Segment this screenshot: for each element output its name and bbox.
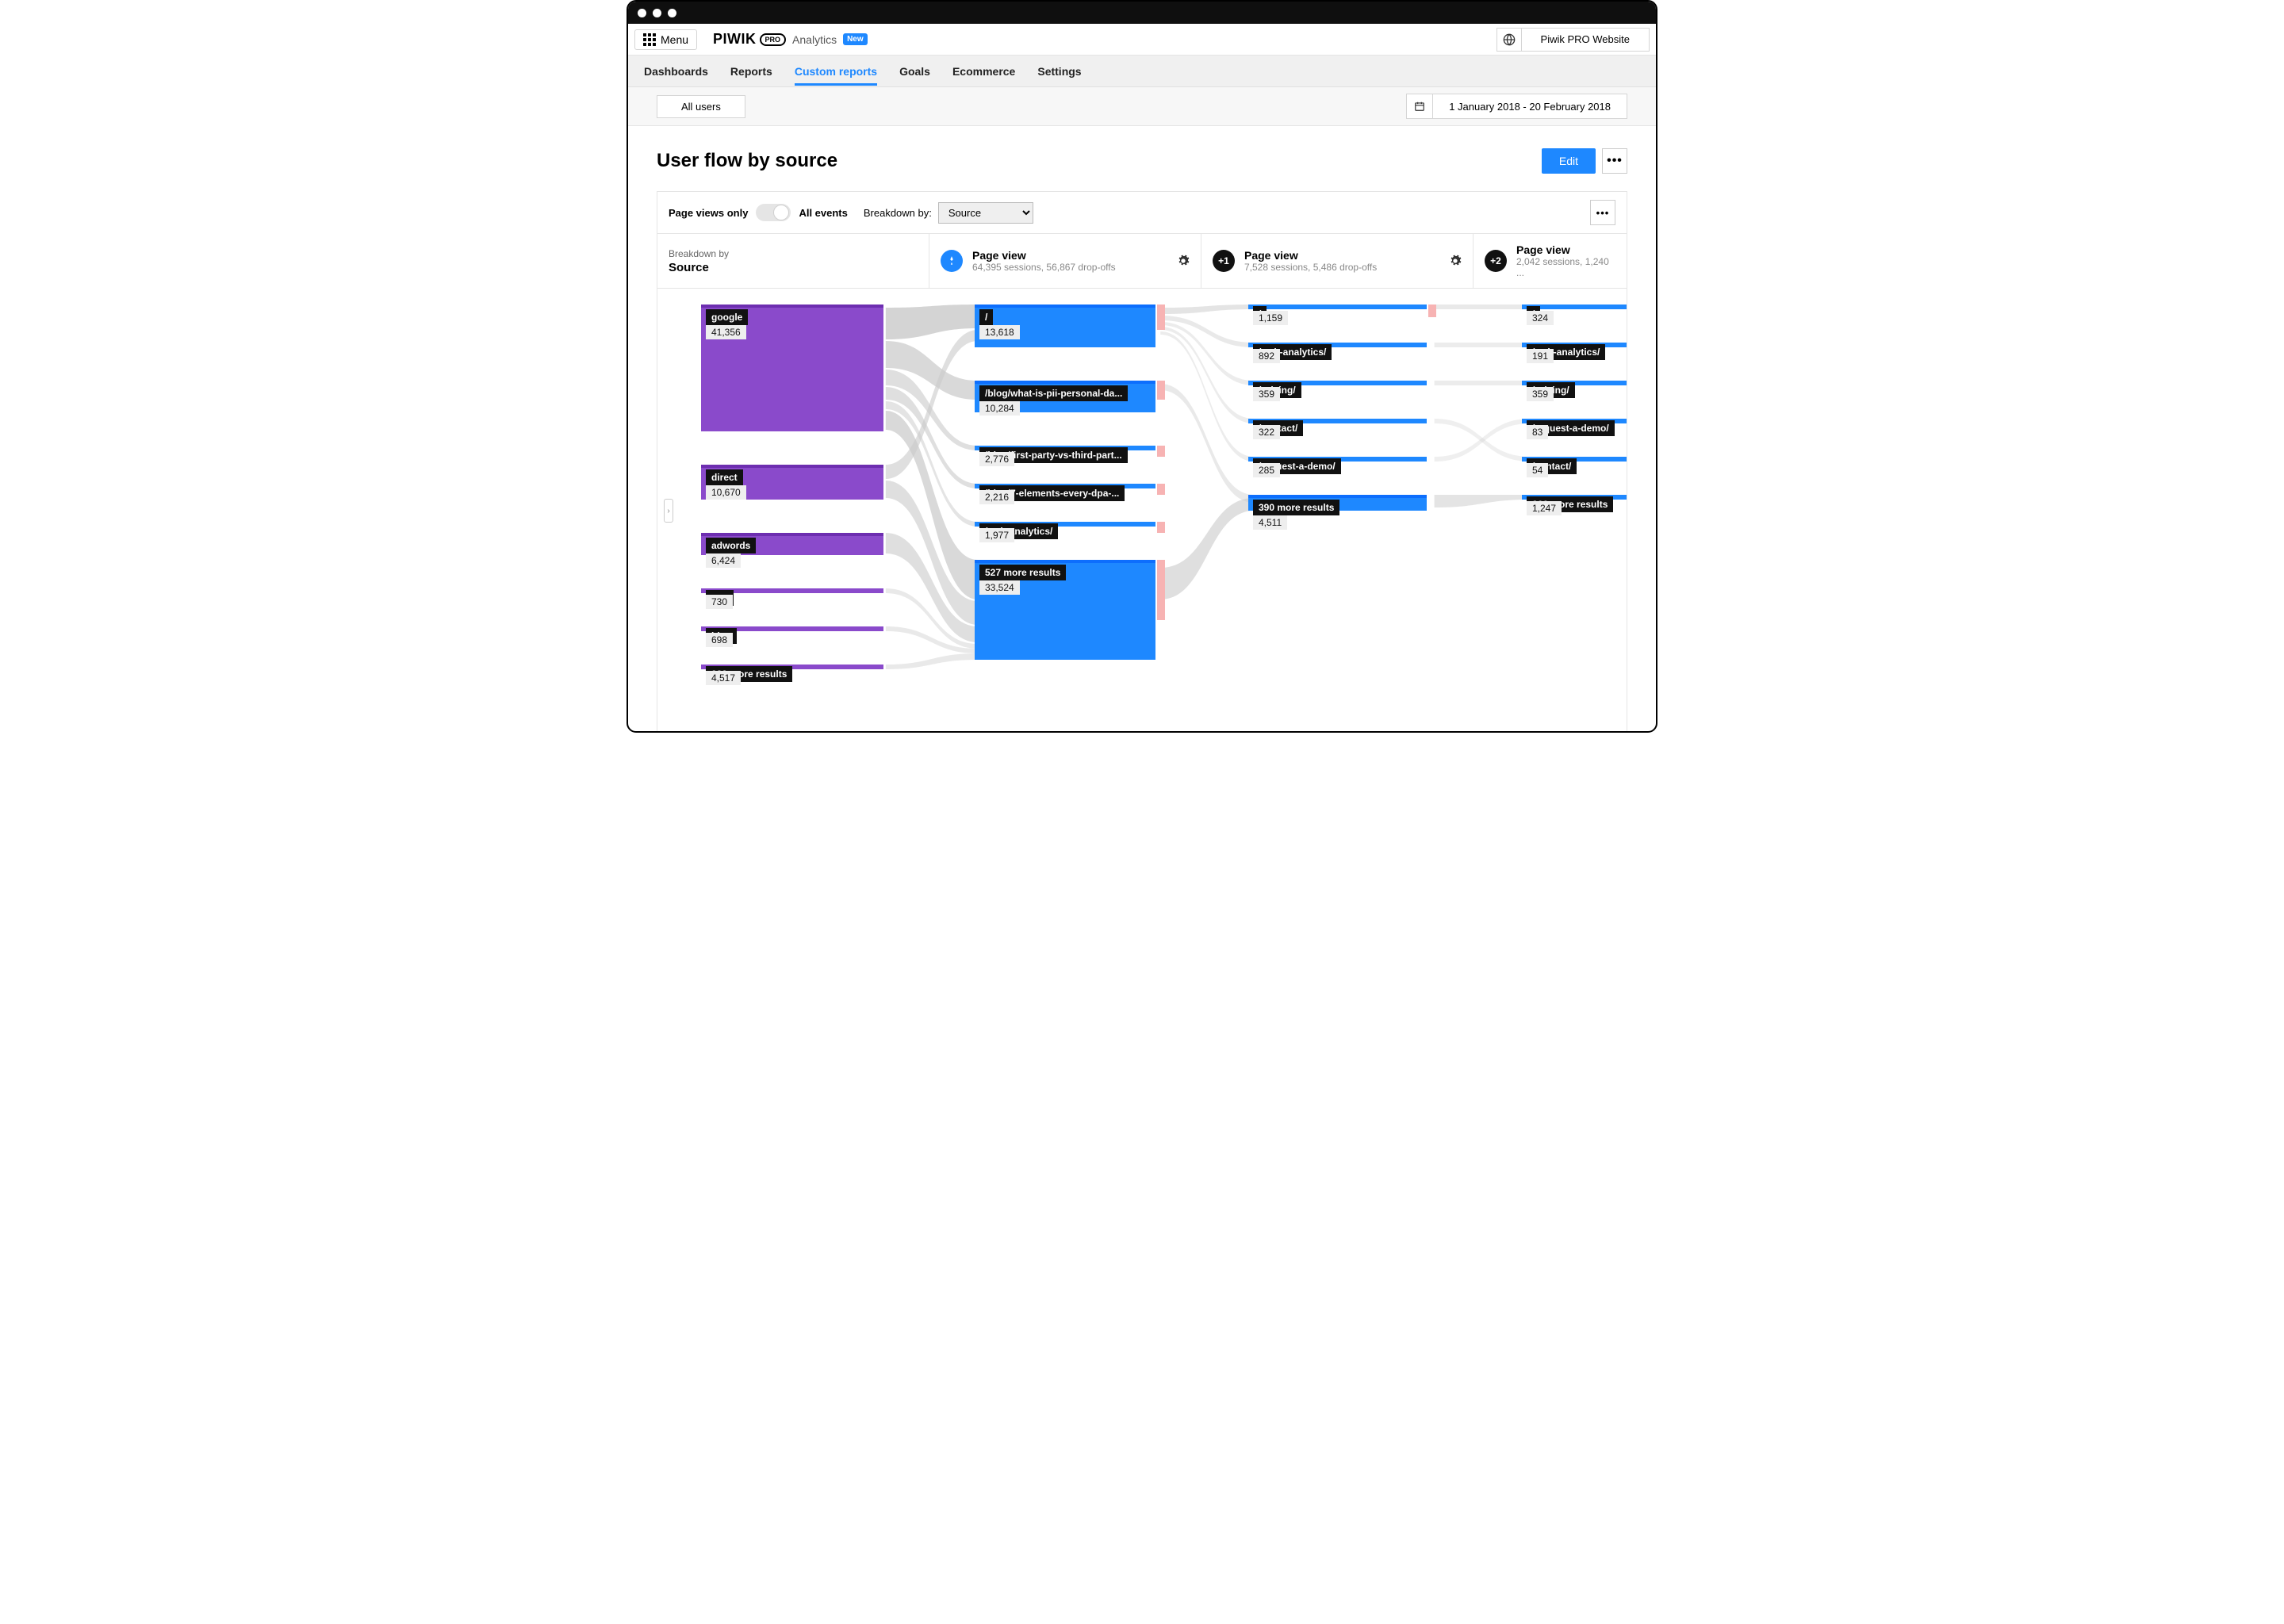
plus2-badge: +2 [1485, 250, 1507, 272]
panel-more-button[interactable]: ••• [1590, 200, 1615, 225]
flow-node-value: 698 [706, 633, 733, 647]
stage3-title: Page view [1516, 243, 1615, 256]
stage-header-1: Page view 64,395 sessions, 56,867 drop-o… [929, 234, 1201, 288]
flow-node-value: 1,159 [1253, 311, 1288, 325]
flow-node-value: 4,511 [1253, 515, 1287, 530]
globe-button[interactable] [1496, 28, 1522, 52]
site-selector[interactable]: Piwik PRO Website [1522, 28, 1650, 52]
tab-settings[interactable]: Settings [1037, 57, 1081, 86]
grid-icon [643, 33, 656, 46]
sankey-diagram: › google41,356direct10,670adwords6,424ap… [657, 289, 1627, 733]
traffic-light-close[interactable] [638, 9, 646, 17]
report-panel: Page views only All events Breakdown by:… [657, 191, 1627, 733]
stage-header-3: +2 Page view 2,042 sessions, 1,240 ... [1473, 234, 1627, 288]
stage3-sub: 2,042 sessions, 1,240 ... [1516, 256, 1615, 278]
nav-tabs: Dashboards Reports Custom reports Goals Ecom… [628, 56, 1656, 87]
flow-node-value: 324 [1527, 311, 1554, 325]
menu-label: Menu [661, 33, 688, 46]
stage-header-2: +1 Page view 7,528 sessions, 5,486 drop-… [1201, 234, 1473, 288]
flow-node-label: 527 more results [979, 565, 1066, 580]
dropoff-marker [1157, 381, 1165, 400]
calendar-icon [1414, 101, 1425, 112]
flow-node-value: 54 [1527, 463, 1548, 477]
flow-node-label: google [706, 309, 748, 325]
traffic-light-minimize[interactable] [653, 9, 661, 17]
flow-node-value: 730 [706, 595, 733, 609]
plus1-badge: +1 [1213, 250, 1235, 272]
page-title: User flow by source [657, 150, 837, 172]
flow-node-value: 285 [1253, 463, 1280, 477]
flow-node-label: /blog/what-is-pii-personal-da... [979, 385, 1128, 401]
stage2-title: Page view [1244, 249, 1377, 262]
brand-sub: Analytics [792, 33, 837, 46]
rocket-icon [941, 250, 963, 272]
flow-node-value: 359 [1527, 387, 1554, 401]
stage1-sub: 64,395 sessions, 56,867 drop-offs [972, 262, 1116, 273]
edit-button[interactable]: Edit [1542, 148, 1596, 174]
flow-node[interactable] [1248, 304, 1427, 309]
dropoff-marker [1157, 522, 1165, 533]
toggle-label-left: Page views only [669, 207, 748, 219]
brand: PIWIK PRO Analytics New [713, 31, 868, 48]
globe-icon [1503, 33, 1516, 46]
flow-node-value: 33,524 [979, 580, 1020, 595]
flow-node-value: 41,356 [706, 325, 746, 339]
flow-node-value: 1,977 [979, 528, 1014, 542]
flow-node-value: 4,517 [706, 671, 741, 685]
tab-custom-reports[interactable]: Custom reports [795, 57, 877, 86]
tab-goals[interactable]: Goals [899, 57, 930, 86]
flow-node-value: 2,216 [979, 490, 1014, 504]
flow-node-label: direct [706, 469, 743, 485]
flow-node-value: 1,247 [1527, 501, 1562, 515]
brand-pro: PRO [760, 33, 787, 46]
window-titlebar [628, 2, 1656, 24]
dropoff-marker [1157, 304, 1165, 330]
tab-dashboards[interactable]: Dashboards [644, 57, 708, 86]
flow-node-value: 359 [1253, 387, 1280, 401]
new-badge: New [843, 33, 868, 45]
flow-node-value: 10,284 [979, 401, 1020, 416]
breakdown-label: Breakdown by: [864, 207, 932, 219]
stage1-title: Page view [972, 249, 1116, 262]
menu-button[interactable]: Menu [634, 29, 697, 50]
dropoff-marker [1428, 304, 1436, 317]
dropoff-marker [1157, 560, 1165, 620]
stage-header-source: Breakdown by Source [657, 234, 929, 288]
flow-node-label: / [979, 309, 993, 325]
traffic-light-zoom[interactable] [668, 9, 676, 17]
flow-node-value: 10,670 [706, 485, 746, 500]
flow-node-value: 2,776 [979, 452, 1014, 466]
flow-node-value: 83 [1527, 425, 1548, 439]
calendar-button[interactable] [1406, 94, 1433, 119]
more-button[interactable]: ••• [1602, 148, 1627, 174]
gear-icon[interactable] [1177, 255, 1190, 267]
flow-node-value: 13,618 [979, 325, 1020, 339]
stage2-sub: 7,528 sessions, 5,486 drop-offs [1244, 262, 1377, 273]
events-toggle[interactable] [756, 204, 791, 221]
dropoff-marker [1157, 484, 1165, 495]
tab-ecommerce[interactable]: Ecommerce [952, 57, 1015, 86]
gear-icon[interactable] [1449, 255, 1462, 267]
flow-node-value: 191 [1527, 349, 1554, 363]
toggle-label-right: All events [799, 207, 847, 219]
flow-node-label: 390 more results [1253, 500, 1339, 515]
tab-reports[interactable]: Reports [730, 57, 772, 86]
stage0-value: Source [669, 261, 709, 274]
dropoff-marker [1157, 446, 1165, 457]
flow-node-value: 892 [1253, 349, 1280, 363]
brand-name: PIWIK [713, 31, 757, 48]
flow-node-value: 6,424 [706, 553, 741, 568]
breakdown-select[interactable]: Source [938, 202, 1033, 224]
date-range[interactable]: 1 January 2018 - 20 February 2018 [1433, 94, 1627, 119]
segment-button[interactable]: All users [657, 95, 745, 118]
flow-node-value: 322 [1253, 425, 1280, 439]
flow-node-label: adwords [706, 538, 756, 553]
stage0-label: Breakdown by [669, 248, 729, 259]
